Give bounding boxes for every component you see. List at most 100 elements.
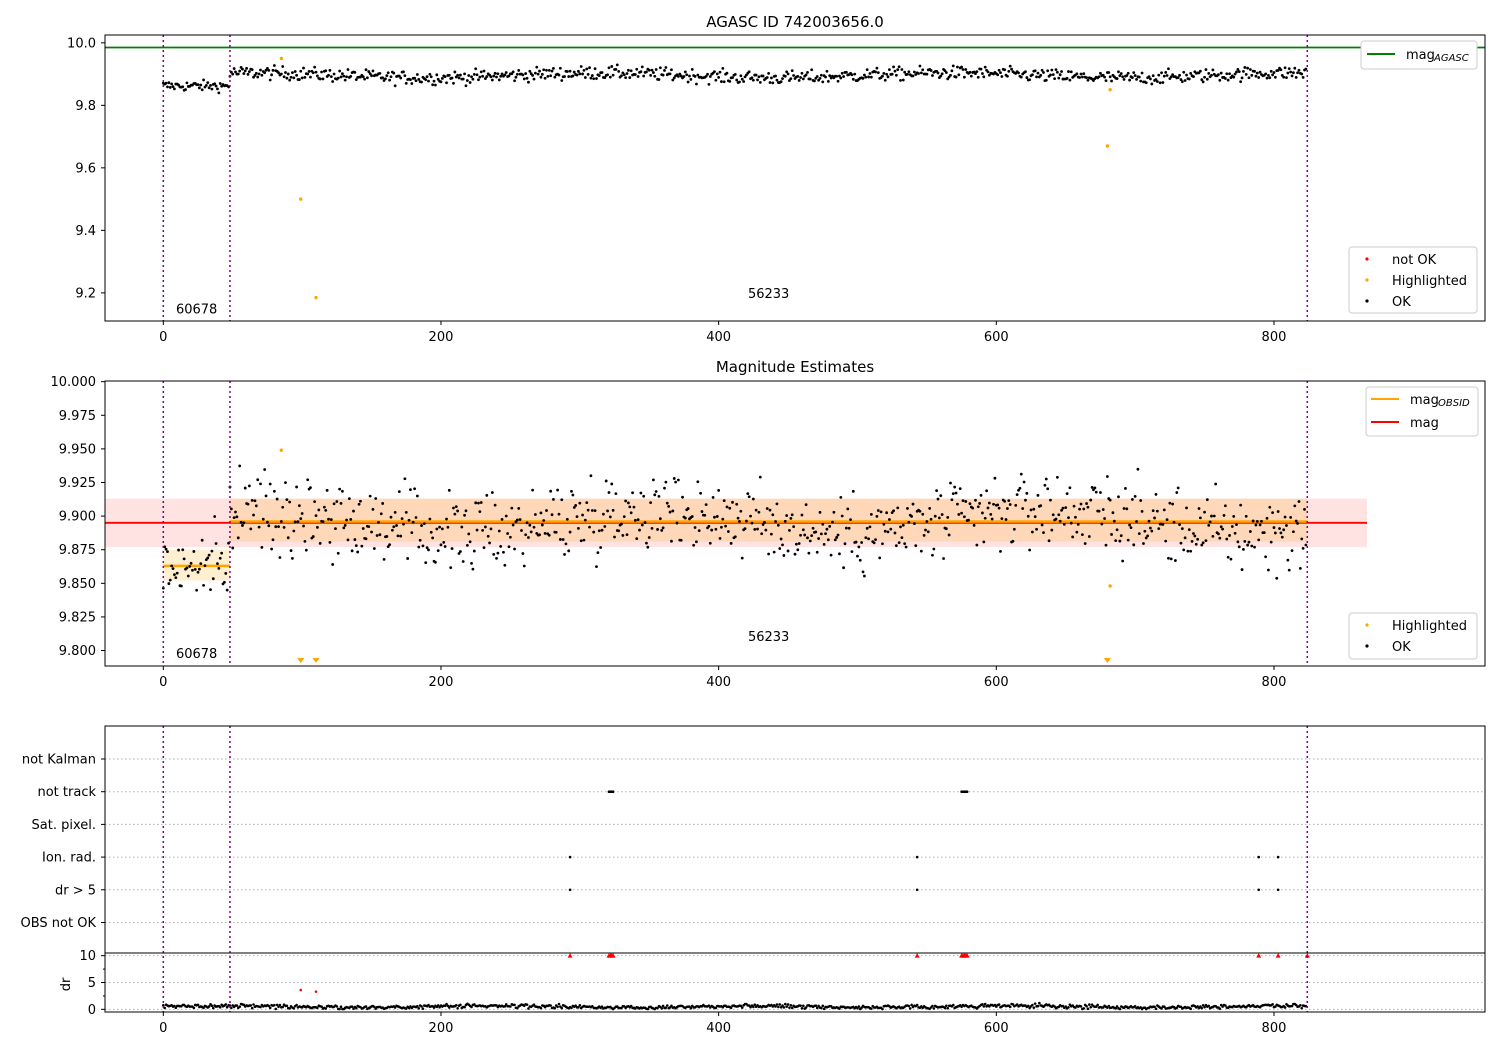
ok-point bbox=[976, 505, 980, 509]
ok-point bbox=[317, 508, 321, 512]
dr-ok-point bbox=[910, 1003, 913, 1007]
ok-point bbox=[263, 468, 267, 471]
ok-point bbox=[511, 70, 515, 74]
ok-point bbox=[1128, 78, 1131, 82]
ok-point bbox=[611, 508, 615, 512]
ok-point bbox=[282, 525, 286, 529]
dr-ok-point bbox=[250, 1006, 254, 1010]
ok-point bbox=[1042, 531, 1045, 535]
ok-point bbox=[1180, 527, 1184, 531]
ok-point bbox=[452, 506, 455, 510]
ok-point bbox=[1185, 506, 1188, 510]
ok-point bbox=[629, 69, 633, 73]
ok-point bbox=[889, 527, 893, 531]
ok-point bbox=[739, 509, 743, 513]
ok-point bbox=[328, 68, 332, 72]
dr-capped-marker bbox=[1304, 953, 1310, 958]
ok-point bbox=[558, 538, 562, 541]
ok-point bbox=[1198, 516, 1202, 520]
ok-point bbox=[771, 81, 775, 85]
ok-point bbox=[1003, 499, 1007, 503]
p3-xtick-label: 600 bbox=[984, 1021, 1009, 1036]
ok-point bbox=[471, 77, 475, 81]
ok-point bbox=[470, 561, 473, 565]
ok-point bbox=[1164, 539, 1168, 543]
dr-ok-point bbox=[1207, 1004, 1211, 1008]
ok-point bbox=[661, 526, 665, 530]
ok-point bbox=[177, 83, 180, 87]
ok-point bbox=[350, 549, 354, 553]
ok-point bbox=[1260, 519, 1263, 523]
ok-point bbox=[342, 526, 346, 530]
ok-point bbox=[921, 68, 925, 72]
ok-point bbox=[686, 80, 690, 84]
ok-point bbox=[768, 508, 772, 512]
ok-point bbox=[1268, 76, 1272, 80]
ok-point bbox=[1054, 68, 1058, 72]
ok-point bbox=[1107, 71, 1111, 74]
ok-point bbox=[360, 544, 364, 548]
ok-point bbox=[209, 83, 212, 87]
ok-point bbox=[883, 529, 887, 533]
ok-point bbox=[243, 69, 247, 73]
ok-point bbox=[1246, 66, 1249, 70]
ok-point bbox=[1067, 70, 1070, 73]
ok-point bbox=[836, 79, 840, 83]
ok-point bbox=[550, 513, 554, 517]
ok-point bbox=[567, 549, 571, 553]
ok-point bbox=[624, 499, 628, 503]
dr-ok-point bbox=[316, 1006, 319, 1010]
ok-point bbox=[775, 78, 779, 82]
ok-point bbox=[447, 488, 451, 492]
ok-point bbox=[445, 517, 448, 521]
ok-point bbox=[1125, 74, 1129, 77]
ok-point bbox=[957, 73, 961, 77]
ok-point bbox=[1040, 523, 1044, 527]
ok-point bbox=[1171, 502, 1175, 506]
dr-ok-point bbox=[783, 1002, 787, 1006]
dr-ok-point bbox=[416, 1004, 419, 1008]
ok-point bbox=[249, 527, 253, 531]
ok-point bbox=[1031, 530, 1034, 534]
ok-point bbox=[388, 78, 392, 82]
ok-point bbox=[742, 80, 746, 83]
ok-point bbox=[757, 510, 761, 514]
ok-point bbox=[204, 84, 208, 87]
ok-point bbox=[721, 517, 725, 521]
ok-point bbox=[649, 73, 653, 77]
ok-point bbox=[1065, 492, 1069, 496]
ok-point bbox=[651, 71, 655, 74]
ok-point bbox=[468, 540, 472, 544]
ok-point bbox=[386, 545, 390, 549]
ok-point bbox=[657, 78, 661, 81]
dr-ok-point bbox=[527, 1007, 530, 1010]
ok-point bbox=[713, 70, 716, 74]
ok-point bbox=[285, 76, 289, 80]
ok-point bbox=[253, 499, 257, 503]
ok-point bbox=[610, 482, 614, 486]
ok-point bbox=[721, 66, 725, 70]
ok-point bbox=[1271, 511, 1274, 515]
ok-point bbox=[840, 71, 844, 75]
ok-point bbox=[1110, 79, 1113, 83]
ok-point bbox=[1258, 70, 1262, 74]
ok-point bbox=[761, 74, 765, 78]
ok-point bbox=[899, 525, 902, 529]
ok-point bbox=[571, 493, 575, 497]
ok-point bbox=[464, 84, 468, 88]
ok-point bbox=[608, 75, 612, 79]
dr-ok-point bbox=[802, 1004, 805, 1008]
ok-point bbox=[1017, 71, 1020, 75]
p1-ytick-label: 9.6 bbox=[75, 161, 96, 176]
ok-point bbox=[1265, 516, 1269, 520]
dr-ok-point bbox=[790, 1006, 794, 1010]
ok-point bbox=[288, 500, 292, 504]
ok-point bbox=[164, 547, 168, 551]
ok-point bbox=[196, 570, 200, 574]
ok-point bbox=[1035, 75, 1038, 79]
ok-point bbox=[266, 66, 269, 70]
ok-point bbox=[490, 78, 494, 82]
ok-point bbox=[808, 77, 812, 81]
ok-point bbox=[1283, 66, 1287, 70]
ok-point bbox=[999, 549, 1002, 553]
